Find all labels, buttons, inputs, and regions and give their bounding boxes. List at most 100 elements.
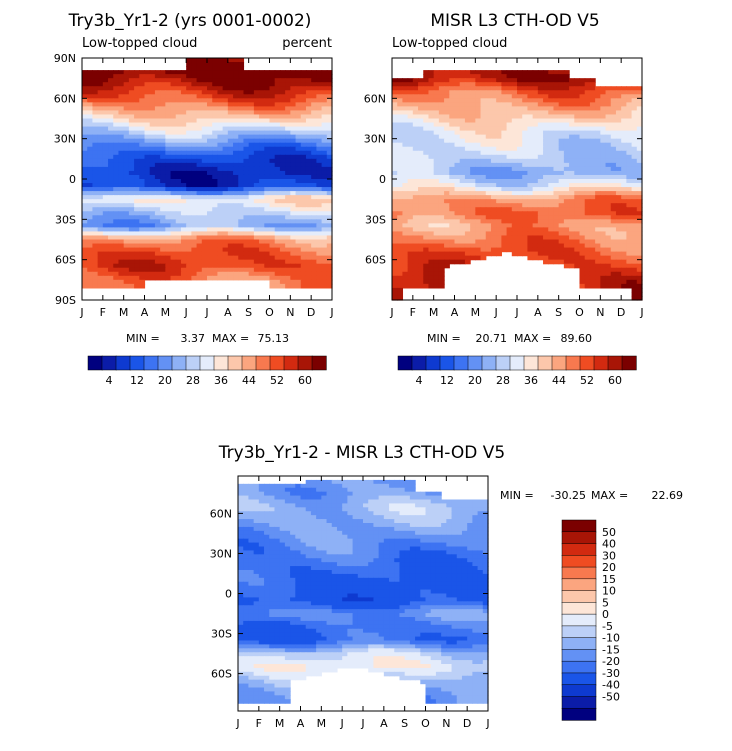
heat-cell xyxy=(227,150,234,156)
heat-cell xyxy=(259,267,265,273)
heat-cell xyxy=(589,78,596,83)
heat-cell xyxy=(621,110,627,116)
heat-cell xyxy=(207,166,213,172)
heat-cell xyxy=(186,154,192,160)
heat-cell xyxy=(326,179,333,184)
heat-cell xyxy=(201,78,208,83)
heat-cell xyxy=(196,58,203,63)
heat-cell xyxy=(248,126,255,132)
heat-cell xyxy=(97,166,104,172)
heat-cell xyxy=(490,239,497,245)
heat-cell xyxy=(144,255,151,261)
heat-cell xyxy=(621,90,627,95)
heat-cell xyxy=(438,98,445,103)
heat-cell xyxy=(217,114,224,120)
heat-cell xyxy=(180,275,187,281)
heat-cell xyxy=(290,158,297,164)
heat-cell xyxy=(233,142,239,148)
heat-cell xyxy=(407,162,414,168)
heat-cell xyxy=(118,263,125,269)
heat-cell xyxy=(201,207,208,212)
heat-cell xyxy=(574,263,581,269)
heat-cell xyxy=(113,118,120,124)
heat-cell xyxy=(82,231,88,237)
heat-cell xyxy=(186,170,192,176)
heat-cell xyxy=(397,106,404,112)
heat-cell xyxy=(139,275,146,281)
heat-cell xyxy=(537,191,544,196)
heat-cell xyxy=(626,98,633,103)
heat-cell xyxy=(290,179,297,184)
heat-cell xyxy=(295,255,302,261)
heat-cell xyxy=(407,179,414,184)
heat-cell xyxy=(259,126,265,132)
heat-cell xyxy=(285,199,291,204)
heat-cell xyxy=(154,231,161,237)
heat-cell xyxy=(392,114,398,120)
heat-cell xyxy=(305,166,312,172)
heat-cell xyxy=(501,191,508,196)
heat-cell xyxy=(175,166,182,172)
heat-cell xyxy=(144,90,151,95)
heat-cell xyxy=(222,263,229,269)
heat-cell xyxy=(569,215,575,220)
heat-cell xyxy=(621,215,627,220)
heat-cell xyxy=(201,142,208,148)
heat-cell xyxy=(459,86,466,91)
heat-cell xyxy=(433,150,440,156)
heat-cell xyxy=(191,98,198,103)
heat-cell xyxy=(428,158,435,164)
heat-cell xyxy=(316,255,323,261)
heat-cell xyxy=(563,207,570,212)
heat-cell xyxy=(227,239,234,245)
heat-cell xyxy=(506,98,513,103)
heat-cell xyxy=(428,110,435,116)
heat-cell xyxy=(412,187,419,192)
heat-cell xyxy=(397,215,404,220)
heat-cell xyxy=(264,146,271,152)
heat-cell xyxy=(217,94,224,99)
heat-cell xyxy=(154,259,161,265)
heat-cell xyxy=(144,174,151,180)
heat-cell xyxy=(412,239,419,245)
heat-cell xyxy=(212,191,219,196)
heat-cell xyxy=(82,150,88,156)
heat-cell xyxy=(316,187,323,192)
heat-cell xyxy=(511,130,518,136)
heat-cell xyxy=(626,243,633,249)
heat-cell xyxy=(186,267,192,273)
heat-cell xyxy=(92,110,99,116)
heat-cell xyxy=(392,134,398,140)
heat-cell xyxy=(496,150,502,156)
heat-cell xyxy=(217,162,224,168)
heat-cell xyxy=(180,70,187,75)
heat-cell xyxy=(170,247,177,253)
heat-cell xyxy=(501,223,508,228)
heat-cell xyxy=(149,187,156,192)
heat-cell xyxy=(248,98,255,103)
heat-cell xyxy=(264,70,271,75)
heat-cell xyxy=(558,170,565,176)
heat-cell xyxy=(139,78,146,83)
heat-cell xyxy=(438,162,445,168)
heat-cell xyxy=(321,142,328,148)
heat-cell xyxy=(238,130,245,136)
heat-cell xyxy=(428,166,435,172)
heat-cell xyxy=(113,150,120,156)
heat-cell xyxy=(433,170,440,176)
heat-cell xyxy=(537,239,544,245)
heat-cell xyxy=(316,183,323,188)
heat-cell xyxy=(290,259,297,265)
heat-cell xyxy=(522,162,529,168)
heat-cell xyxy=(615,150,622,156)
heat-cell xyxy=(600,146,607,152)
heat-cell xyxy=(615,162,622,168)
heat-cell xyxy=(305,271,312,277)
heat-cell xyxy=(316,162,323,168)
heat-cell xyxy=(522,243,529,249)
heat-cell xyxy=(615,126,622,132)
heat-cell xyxy=(92,166,99,172)
heat-cell xyxy=(82,114,88,120)
heat-cell xyxy=(397,235,404,241)
heat-cell xyxy=(449,130,456,136)
